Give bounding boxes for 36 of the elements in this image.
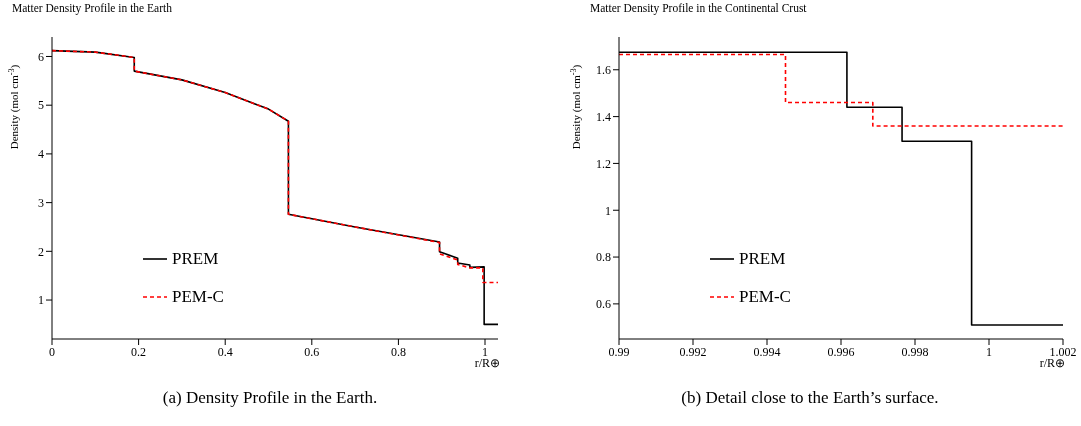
y-tick-label: 1.2: [596, 156, 611, 171]
x-tick-label: 1: [986, 344, 992, 359]
y-tick-label: 4: [38, 147, 44, 162]
chart-title: Matter Density Profile in the Earth: [12, 2, 173, 14]
chart-title: Matter Density Profile in the Continental Crust: [590, 2, 807, 14]
legend-label: PEM-C: [739, 287, 791, 307]
x-axis-title: r/R⊕: [1039, 356, 1065, 370]
legend-label: PREM: [172, 249, 219, 269]
line-series: [52, 49, 498, 284]
x-tick-label: 0.2: [131, 344, 147, 359]
y-tick-label: 0.6: [596, 297, 611, 312]
text: (b) Detail close to the Earth’s surface.: [680, 388, 940, 408]
y-tick-label: 1: [38, 293, 44, 308]
x-tick-label: 0.996: [827, 344, 855, 359]
x-tick-label: 0: [49, 344, 55, 359]
x-tick-label: 0.99: [608, 344, 630, 359]
y-tick-label: 6: [38, 49, 44, 64]
legend-label: PREM: [739, 249, 786, 269]
x-tick-label: 0.992: [679, 344, 707, 359]
x-tick-label: 0.8: [390, 344, 406, 359]
legend-label: PEM-C: [172, 287, 224, 307]
y-tick-label: 5: [38, 98, 44, 113]
x-axis-title: r/R⊕: [474, 356, 500, 370]
y-tick-label: 2: [38, 244, 44, 259]
y-tick-label: 1.4: [596, 109, 611, 124]
x-tick-label: 0.994: [753, 344, 781, 359]
x-tick-label: 0.4: [217, 344, 233, 359]
y-tick-label: 1.6: [596, 63, 611, 78]
x-tick-label: 1: [482, 344, 489, 359]
x-tick-label: 0.6: [304, 344, 320, 359]
x-tick-label: 0.998: [901, 344, 929, 359]
text: (a) Density Profile in the Earth.: [161, 388, 379, 408]
y-tick-label: 3: [38, 195, 44, 210]
x-tick-label: 1.002: [1049, 344, 1077, 359]
y-tick-label: 1: [605, 203, 611, 218]
y-tick-label: 0.8: [596, 250, 611, 265]
